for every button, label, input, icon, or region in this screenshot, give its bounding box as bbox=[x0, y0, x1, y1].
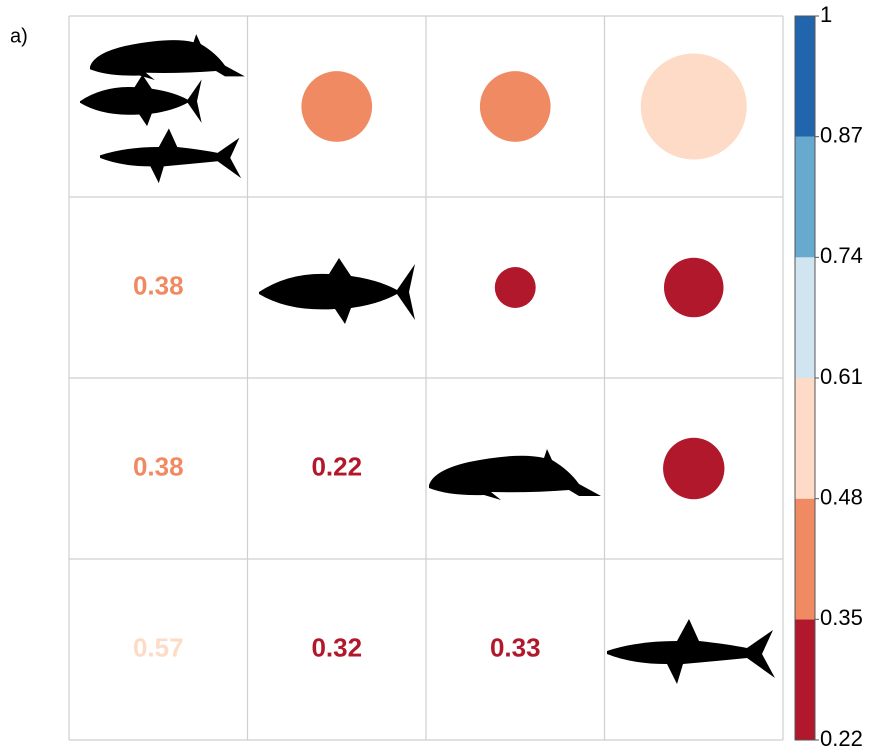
colorbar-tick-label: 0.22 bbox=[820, 726, 863, 751]
corr-circle bbox=[479, 71, 551, 142]
corr-value: 0.38 bbox=[133, 270, 184, 300]
corr-circle bbox=[640, 53, 747, 160]
colorbar-tick-label: 1 bbox=[820, 2, 832, 27]
colorbar-segment bbox=[795, 16, 815, 137]
shark-icon bbox=[607, 619, 775, 684]
corr-value: 0.33 bbox=[490, 632, 541, 662]
corr-value: 0.57 bbox=[133, 632, 184, 662]
matrix: 0.38 0.38 0.22 0.57 0.32 0.33 bbox=[68, 15, 784, 741]
shark-icon bbox=[100, 128, 242, 184]
colorbar-tick-label: 0.87 bbox=[820, 122, 863, 147]
colorbar-segment bbox=[795, 498, 815, 620]
colorbar-segment bbox=[795, 257, 815, 378]
colorbar-segment bbox=[795, 136, 815, 258]
panel-label: a) bbox=[10, 25, 28, 47]
corr-value: 0.22 bbox=[311, 451, 362, 481]
corr-circle bbox=[494, 267, 536, 308]
corr-value: 0.38 bbox=[133, 451, 184, 481]
corr-value: 0.32 bbox=[311, 632, 362, 662]
corr-circle bbox=[663, 437, 725, 500]
colorbar-segment bbox=[795, 619, 815, 740]
tuna-icon bbox=[80, 74, 202, 127]
whale-icon bbox=[429, 449, 601, 500]
tuna-icon bbox=[259, 258, 415, 324]
corr-circle bbox=[663, 257, 724, 318]
colorbar-tick-label: 0.35 bbox=[820, 605, 863, 630]
colorbar-tick-label: 0.48 bbox=[820, 484, 863, 509]
colorbar-segment bbox=[795, 378, 815, 499]
corr-circle bbox=[301, 71, 373, 142]
whale-icon bbox=[90, 34, 245, 80]
colorbar-tick-label: 0.74 bbox=[820, 243, 863, 268]
colorbar-tick-label: 0.61 bbox=[820, 364, 863, 389]
